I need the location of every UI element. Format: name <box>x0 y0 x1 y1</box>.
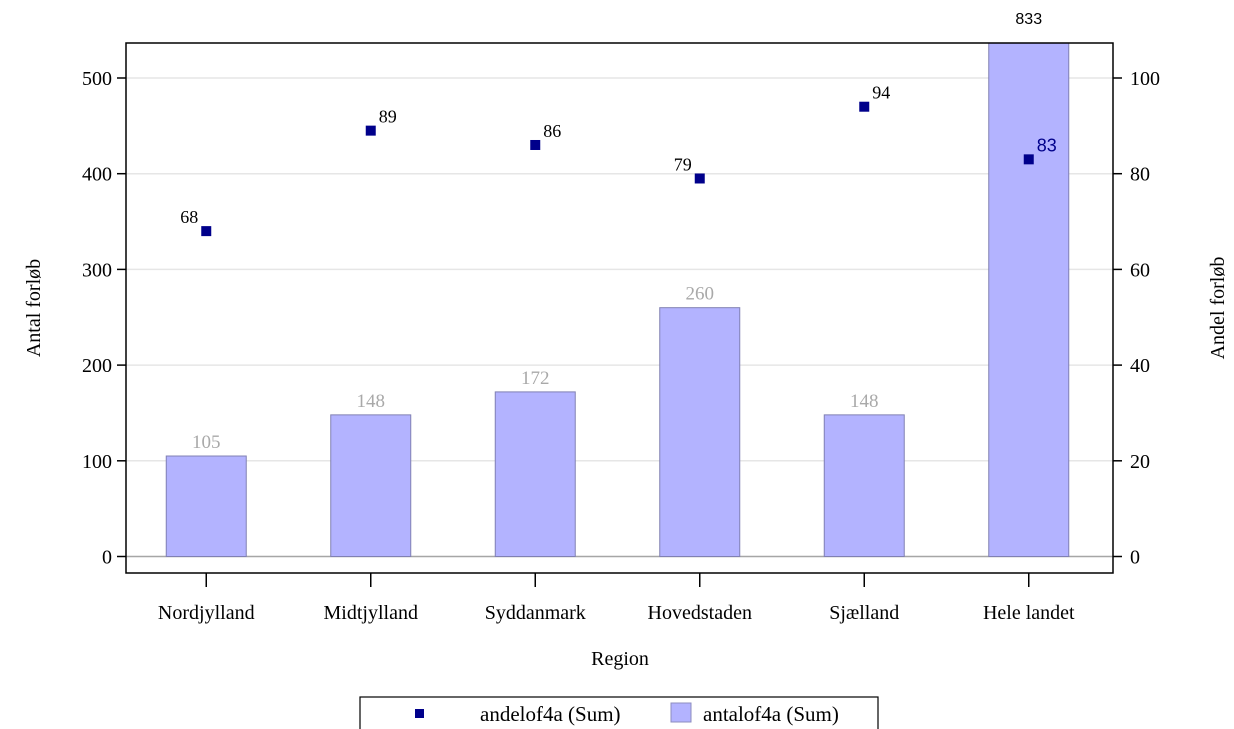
data-point <box>530 139 541 150</box>
legend-box <box>359 696 879 729</box>
point-value-label: 94 <box>872 83 890 103</box>
left-tick-label: 100 <box>82 451 112 473</box>
x-axis-ticks: Nordjylland Midtjylland Syddanmark Hovedsta… <box>158 573 1075 624</box>
x-tick-label: Hovedstaden <box>648 602 752 624</box>
left-tick-label: 300 <box>82 259 112 281</box>
x-tick-label: Sjælland <box>829 602 899 624</box>
data-point <box>365 125 376 136</box>
x-tick-label: Midtjylland <box>324 602 418 624</box>
left-tick-label: 500 <box>82 68 112 90</box>
x-tick-label: Hele landet <box>983 602 1075 624</box>
legend-marker-andelof4a <box>415 709 424 718</box>
point-series <box>201 101 1034 237</box>
gridlines <box>126 77 1113 558</box>
right-tick-label: 40 <box>1130 355 1150 377</box>
right-tick-label: 80 <box>1130 164 1150 186</box>
legend-marker-antalof4a <box>670 702 692 723</box>
data-point <box>859 101 870 112</box>
bar-value-label: 172 <box>521 368 550 389</box>
bar <box>988 42 1070 557</box>
y2-axis-title: Andel forløb <box>1207 257 1229 360</box>
plot-frame <box>125 42 1114 574</box>
bar <box>330 414 412 558</box>
bar <box>494 391 576 557</box>
point-data-labels: 68 89 86 79 94 83 <box>180 83 1057 227</box>
bar <box>659 307 741 557</box>
point-value-label: 89 <box>379 107 397 127</box>
right-tick-label: 60 <box>1130 259 1150 281</box>
point-value-label: 83 <box>1037 135 1057 155</box>
data-point <box>694 173 705 184</box>
legend-label-andelof4a: andelof4a (Sum) <box>480 702 621 726</box>
point-value-label: 86 <box>543 121 561 141</box>
left-tick-label: 0 <box>102 547 112 569</box>
right-axis-ticks: 0 20 40 60 80 100 <box>1113 68 1160 569</box>
bar-value-label: 148 <box>850 391 879 412</box>
bar-value-label: 833 <box>1015 11 1042 28</box>
x-axis-title: Region <box>591 648 649 670</box>
left-tick-label: 400 <box>82 164 112 186</box>
point-value-label: 79 <box>674 154 692 174</box>
point-value-label: 68 <box>180 207 198 227</box>
bar-value-label: 105 <box>192 432 221 453</box>
right-tick-label: 20 <box>1130 451 1150 473</box>
bar-series <box>165 42 1070 558</box>
y-axis-title: Antal forløb <box>23 259 45 357</box>
data-point <box>1023 154 1034 165</box>
legend: andelof4a (Sum) antalof4a (Sum) <box>359 696 879 729</box>
x-tick-label: Syddanmark <box>485 602 586 624</box>
legend-label-antalof4a: antalof4a (Sum) <box>703 702 839 726</box>
right-tick-label: 100 <box>1130 68 1160 90</box>
bar <box>165 455 247 558</box>
bar-value-label: 148 <box>357 391 386 412</box>
right-tick-label: 0 <box>1130 547 1140 569</box>
x-tick-label: Nordjylland <box>158 602 255 624</box>
bar-data-labels: 105 148 172 260 148 833 <box>192 11 1042 453</box>
bar <box>823 414 905 558</box>
bar-value-label: 260 <box>686 284 715 305</box>
data-point <box>201 226 212 237</box>
axes <box>125 42 1114 574</box>
left-axis-ticks: 0 100 200 300 400 500 <box>82 68 126 569</box>
left-tick-label: 200 <box>82 355 112 377</box>
